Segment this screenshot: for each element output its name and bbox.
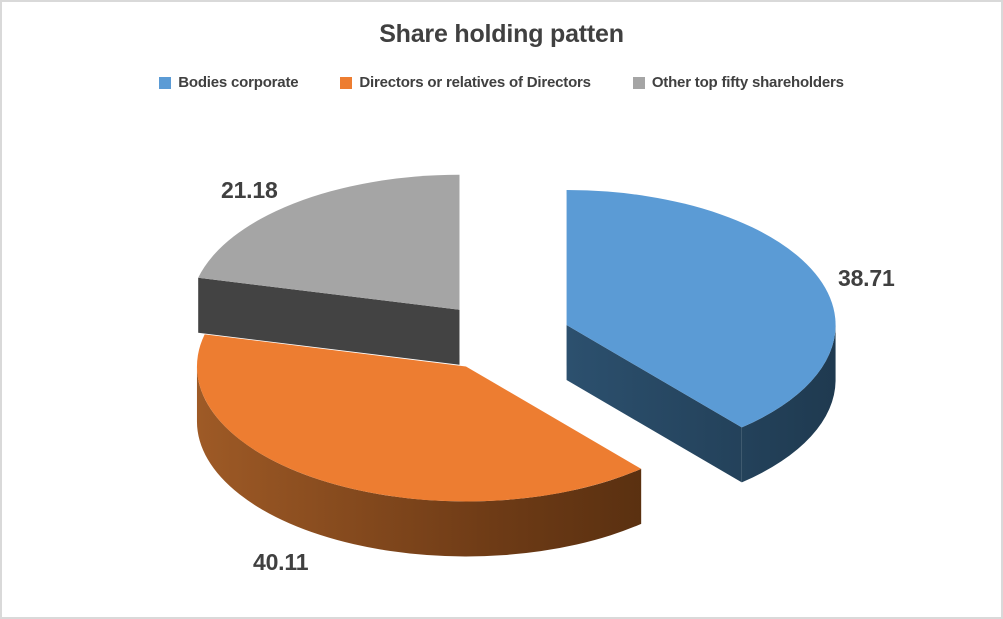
pie-slice-1-top — [196, 334, 642, 502]
pie-slice-0-side-face — [566, 324, 742, 483]
data-label-other-top-fifty: 21.18 — [221, 177, 278, 203]
legend-item-other-top-fifty: Other top fifty shareholders — [632, 74, 844, 91]
legend-swatch-gray-icon — [632, 76, 645, 89]
legend-item-directors-or-relatives: Directors or relatives of Directors — [340, 74, 591, 91]
data-label-directors-or-relatives: 40.11 — [253, 549, 309, 575]
legend-swatch-orange-icon — [340, 76, 353, 89]
legend-item-bodies-corporate: Bodies corporate — [159, 74, 299, 91]
legend: Bodies corporate Directors or relatives … — [2, 74, 1001, 91]
pie-slice-2-top — [198, 174, 460, 310]
pie-slice-1-side-rim — [196, 366, 642, 557]
pie-slice-0-top — [566, 189, 836, 428]
pie-slice-2-side-face — [198, 277, 460, 365]
pie-slice-0-side-rim — [741, 324, 836, 483]
legend-label: Bodies corporate — [178, 74, 299, 91]
legend-label: Other top fifty shareholders — [651, 74, 844, 91]
chart-title: Share holding patten — [379, 20, 624, 48]
data-label-bodies-corporate: 38.71 — [838, 265, 895, 291]
legend-label: Directors or relatives of Directors — [359, 74, 591, 91]
legend-swatch-blue-icon — [159, 76, 172, 89]
